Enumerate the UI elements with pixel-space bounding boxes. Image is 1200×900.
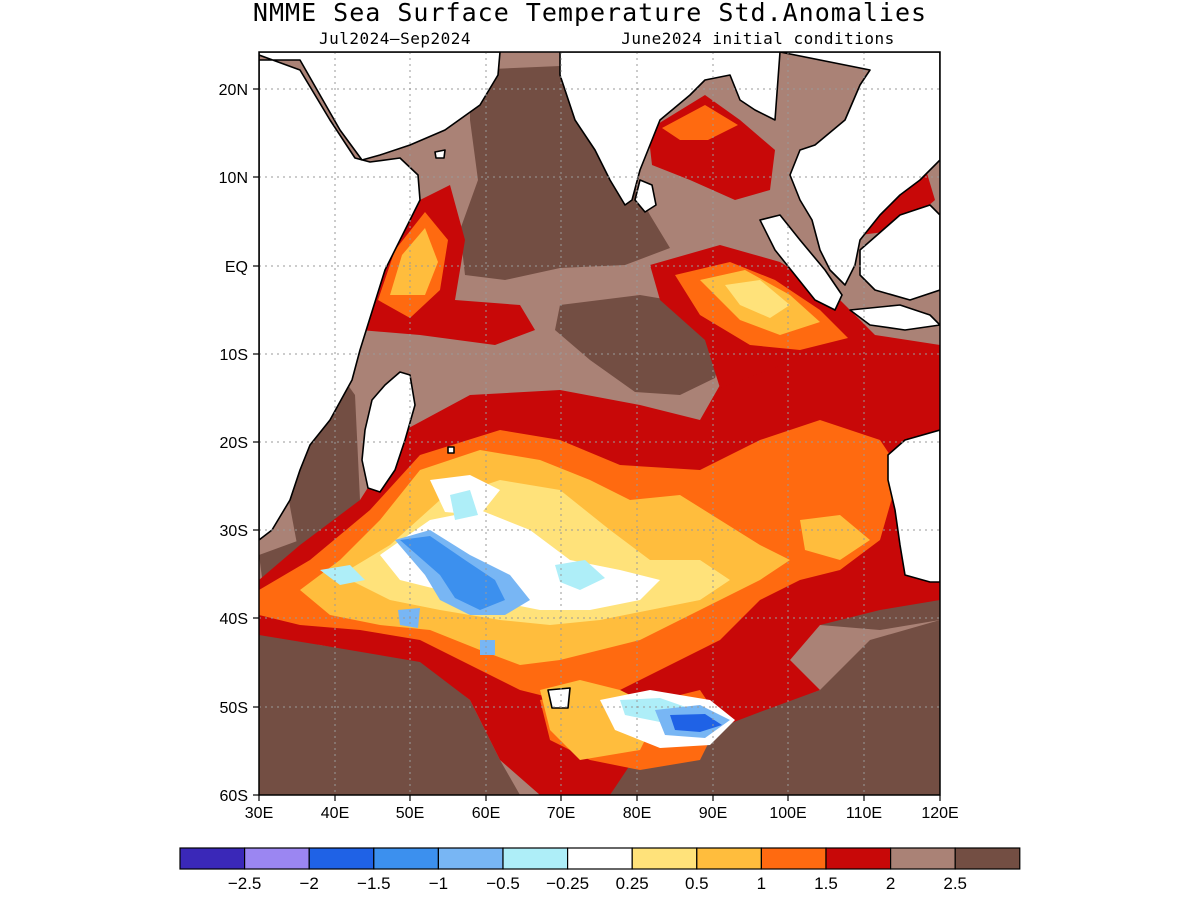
y-tick-label: 20N bbox=[219, 82, 248, 99]
y-tick-label: 40S bbox=[220, 611, 248, 628]
land-madagascar bbox=[361, 371, 416, 493]
y-tick-label: 10S bbox=[220, 347, 248, 364]
x-tick-label: 90E bbox=[699, 805, 727, 822]
land-mauritius bbox=[447, 446, 455, 454]
land-africa-arabia bbox=[259, 52, 501, 541]
anomaly-region-blue-4 bbox=[670, 714, 722, 732]
forecast-period: Jul2024–Sep2024 bbox=[319, 29, 471, 48]
colorbar-bin bbox=[696, 847, 762, 870]
x-tick-label: 60E bbox=[472, 805, 500, 822]
x-tick-label: 30E bbox=[245, 805, 273, 822]
colorbar-label: 2 bbox=[886, 874, 895, 893]
anomaly-region-east-light bbox=[800, 515, 870, 560]
y-tick-label: 10N bbox=[219, 170, 248, 187]
colorbar-label: 2.5 bbox=[943, 874, 967, 893]
tick-marks bbox=[253, 88, 941, 801]
land-sumatra bbox=[759, 214, 843, 311]
colorbar-bin bbox=[179, 847, 246, 870]
x-tick-label: 120E bbox=[921, 805, 958, 822]
land-india bbox=[559, 52, 781, 206]
colorbar-labels: −2.5 −2 −1.5 −1 −0.5 −0.25 0.25 0.5 1 1.5 2 2.5 bbox=[228, 874, 967, 893]
anomaly-region-cyan-3 bbox=[555, 560, 605, 590]
anomaly-region-cyan-2 bbox=[450, 490, 478, 520]
colorbar-bin bbox=[825, 847, 892, 870]
y-tick-labels: 20N 10N EQ 10S 20S 30S 40S 50S 60S bbox=[219, 82, 248, 805]
colorbar-label: −0.25 bbox=[546, 874, 589, 893]
y-tick-label: 60S bbox=[220, 788, 248, 805]
colorbar-bin bbox=[631, 847, 698, 870]
colorbar-bin bbox=[373, 847, 439, 870]
anomaly-region-cyan-1 bbox=[320, 565, 365, 585]
land-socotra bbox=[434, 149, 446, 159]
chart-title: NMME Sea Surface Temperature Std.Anomali… bbox=[253, 0, 927, 27]
anomaly-region-yellow-eq bbox=[725, 280, 790, 318]
colorbar bbox=[179, 847, 1021, 870]
colorbar-bin bbox=[502, 847, 569, 870]
land-kerguelen bbox=[547, 687, 571, 709]
colorbar-label: 0.5 bbox=[685, 874, 709, 893]
anomaly-region-blue-6 bbox=[480, 640, 495, 655]
x-tick-label: 50E bbox=[396, 805, 424, 822]
x-tick-label: 70E bbox=[547, 805, 575, 822]
colorbar-label: 1.5 bbox=[814, 874, 838, 893]
colorbar-label: −1.5 bbox=[357, 874, 391, 893]
colorbar-bin bbox=[437, 847, 504, 870]
y-tick-label: 30S bbox=[220, 523, 248, 540]
anomaly-region-bob-orange bbox=[662, 105, 738, 140]
x-tick-labels: 30E 40E 50E 60E 70E 80E 90E 100E 110E 12… bbox=[245, 805, 959, 822]
land-sri-lanka bbox=[634, 179, 657, 213]
initial-conditions: June2024 initial conditions bbox=[621, 29, 895, 48]
colorbar-label: −2.5 bbox=[228, 874, 262, 893]
y-tick-label: 50S bbox=[220, 700, 248, 717]
anomaly-region-southwest bbox=[259, 630, 520, 795]
anomaly-region-blue-2 bbox=[400, 536, 505, 610]
x-tick-label: 40E bbox=[321, 805, 349, 822]
x-tick-label: 80E bbox=[623, 805, 651, 822]
colorbar-bin bbox=[244, 847, 310, 870]
colorbar-bin bbox=[308, 847, 375, 870]
colorbar-label: −1 bbox=[429, 874, 448, 893]
map-frame bbox=[258, 51, 941, 796]
colorbar-label: 1 bbox=[757, 874, 766, 893]
colorbar-bin bbox=[760, 847, 827, 870]
land-southeast-asia bbox=[779, 52, 940, 286]
colorbar-label: −0.5 bbox=[486, 874, 520, 893]
colorbar-label: −2 bbox=[300, 874, 319, 893]
colorbar-bin bbox=[566, 847, 633, 870]
land-borneo-java bbox=[849, 204, 940, 331]
colorbar-bin bbox=[954, 847, 1021, 870]
sst-anomaly-field bbox=[259, 52, 940, 795]
grid-lines bbox=[259, 52, 940, 795]
y-tick-label: 20S bbox=[220, 435, 248, 452]
x-tick-label: 110E bbox=[846, 805, 882, 822]
colorbar-label: 0.25 bbox=[616, 874, 649, 893]
anomaly-region-somali-light bbox=[390, 228, 438, 295]
land-australia bbox=[887, 429, 940, 583]
colorbar-bin bbox=[889, 847, 956, 870]
anomaly-region-arabian-sea bbox=[460, 66, 670, 280]
x-tick-label: 100E bbox=[769, 805, 806, 822]
y-tick-label: EQ bbox=[225, 259, 248, 276]
